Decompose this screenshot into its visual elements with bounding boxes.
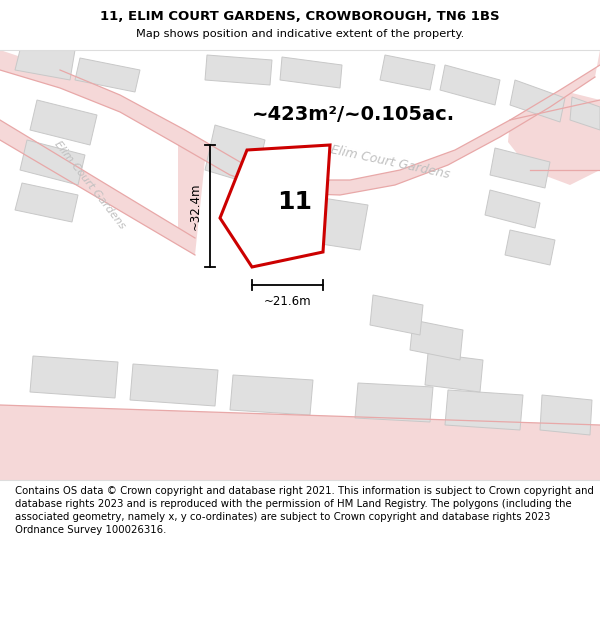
Text: ~423m²/~0.105ac.: ~423m²/~0.105ac. xyxy=(252,106,455,124)
Polygon shape xyxy=(220,145,330,267)
Text: Elim Court Gardens: Elim Court Gardens xyxy=(53,139,127,231)
Polygon shape xyxy=(30,356,118,398)
Polygon shape xyxy=(540,395,592,435)
Polygon shape xyxy=(0,50,600,195)
Polygon shape xyxy=(505,230,555,265)
Polygon shape xyxy=(75,58,140,92)
Polygon shape xyxy=(130,364,218,406)
Text: Contains OS data © Crown copyright and database right 2021. This information is : Contains OS data © Crown copyright and d… xyxy=(15,486,594,536)
Polygon shape xyxy=(485,190,540,228)
Polygon shape xyxy=(445,390,523,430)
Polygon shape xyxy=(410,320,463,360)
Polygon shape xyxy=(0,405,600,480)
Polygon shape xyxy=(440,65,500,105)
Polygon shape xyxy=(178,130,205,255)
Text: ~32.4m: ~32.4m xyxy=(189,182,202,230)
Polygon shape xyxy=(380,55,435,90)
Polygon shape xyxy=(205,125,265,185)
Polygon shape xyxy=(20,140,85,185)
Text: 11: 11 xyxy=(277,190,313,214)
Polygon shape xyxy=(30,100,97,145)
Polygon shape xyxy=(15,183,78,222)
Polygon shape xyxy=(425,353,483,392)
Polygon shape xyxy=(510,80,565,122)
Polygon shape xyxy=(205,55,272,85)
Polygon shape xyxy=(508,90,600,185)
Polygon shape xyxy=(295,195,368,250)
Polygon shape xyxy=(490,148,550,188)
Polygon shape xyxy=(230,375,313,415)
Polygon shape xyxy=(370,295,423,335)
Polygon shape xyxy=(570,97,600,130)
Text: Map shows position and indicative extent of the property.: Map shows position and indicative extent… xyxy=(136,29,464,39)
Polygon shape xyxy=(355,383,433,422)
Text: Elim Court Gardens: Elim Court Gardens xyxy=(329,143,451,181)
Text: ~21.6m: ~21.6m xyxy=(263,295,311,308)
Polygon shape xyxy=(15,50,75,80)
Text: 11, ELIM COURT GARDENS, CROWBOROUGH, TN6 1BS: 11, ELIM COURT GARDENS, CROWBOROUGH, TN6… xyxy=(100,10,500,23)
Polygon shape xyxy=(0,120,195,255)
Polygon shape xyxy=(280,57,342,88)
